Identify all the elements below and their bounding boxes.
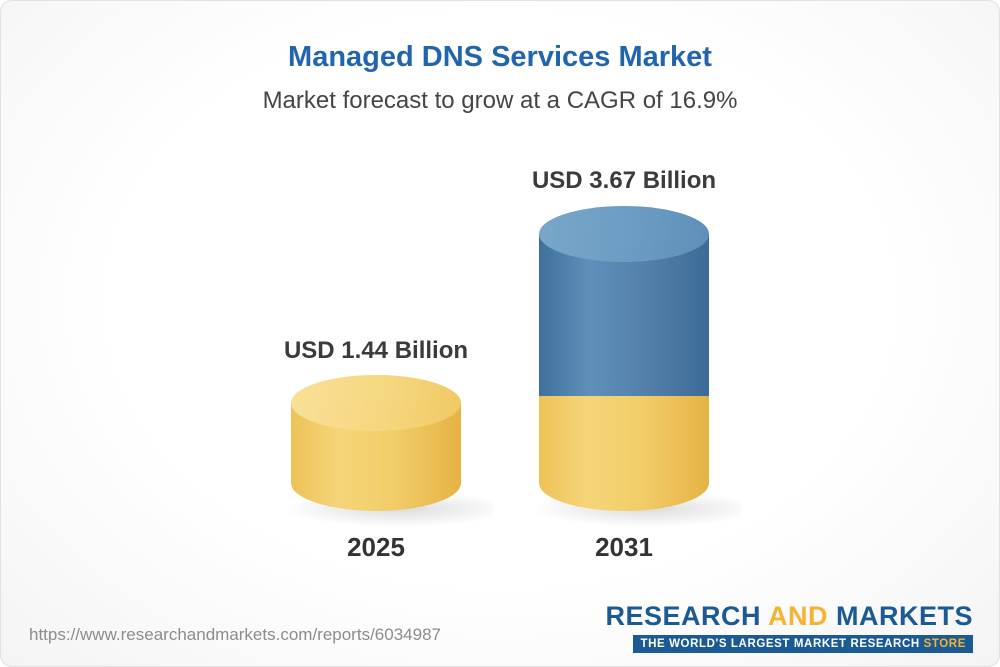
bar-2025-top-ellipse [291, 375, 461, 431]
logo-tagline-main: THE WORLD'S LARGEST MARKET RESEARCH [640, 638, 924, 650]
bar-2025 [283, 375, 493, 527]
chart-title: Managed DNS Services Market [288, 41, 712, 73]
chart-subtitle: Market forecast to grow at a CAGR of 16.… [262, 87, 738, 114]
logo-tagline-store: STORE [923, 638, 966, 650]
bar-2031 [531, 206, 741, 527]
value-label-2031: USD 3.67 Billion [531, 167, 717, 194]
bar-2031-yellow-segment [539, 396, 709, 511]
logo-tagline: THE WORLD'S LARGEST MARKET RESEARCH STOR… [633, 635, 973, 653]
report-url-link[interactable]: https://www.researchandmarkets.com/repor… [29, 625, 441, 644]
axis-label-2031: 2031 [595, 532, 653, 562]
bar-2031-top-ellipse [539, 206, 709, 262]
axis-label-2025: 2025 [347, 532, 405, 562]
research-and-markets-logo: RESEARCH AND MARKETS THE WORLD'S LARGEST… [605, 601, 973, 653]
logo-wordmark: RESEARCH AND MARKETS [605, 601, 973, 632]
logo-word-markets: MARKETS [836, 601, 973, 631]
logo-word-and: AND [767, 601, 828, 631]
value-label-2025: USD 1.44 Billion [283, 337, 469, 364]
logo-word-research: RESEARCH [605, 601, 761, 631]
